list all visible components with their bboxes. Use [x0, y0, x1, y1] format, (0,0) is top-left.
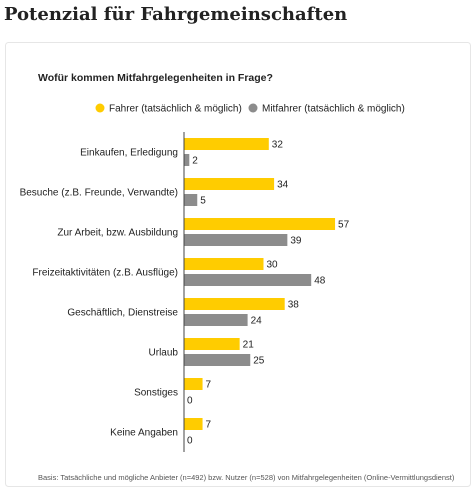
category-label: Freizeitaktivitäten (z.B. Ausflüge)	[32, 268, 178, 279]
bar	[184, 258, 264, 270]
bar	[184, 418, 203, 430]
bar	[184, 314, 248, 326]
bar	[184, 234, 288, 246]
category-label: Geschäftlich, Dienstreise	[67, 308, 178, 319]
value-label: 5	[200, 196, 206, 207]
legend-swatch	[95, 103, 105, 113]
value-label: 21	[243, 340, 255, 351]
legend-label: Fahrer (tatsächlich & möglich)	[109, 104, 242, 115]
bar	[184, 378, 203, 390]
value-label: 38	[288, 300, 300, 311]
value-label: 0	[187, 396, 193, 407]
value-label: 7	[206, 420, 212, 431]
bar	[184, 274, 312, 286]
value-label: 39	[290, 236, 302, 247]
value-label: 30	[267, 260, 279, 271]
bar	[184, 194, 198, 206]
value-label: 48	[314, 276, 326, 287]
value-label: 24	[251, 316, 263, 327]
chart-title: Potenzial für Fahrgemeinschaften	[4, 4, 347, 25]
value-label: 57	[338, 220, 350, 231]
value-label: 25	[253, 356, 265, 367]
bar	[184, 138, 269, 150]
bar	[184, 298, 285, 310]
chart-subtitle: Wofür kommen Mitfahrgelegenheiten in Fra…	[38, 72, 273, 84]
bar	[184, 218, 336, 230]
bar	[184, 154, 190, 166]
note: Basis: Tatsächliche und mögliche Anbiete…	[38, 473, 455, 482]
category-label: Besuche (z.B. Freunde, Verwandte)	[20, 188, 178, 199]
category-label: Einkaufen, Erledigung	[80, 148, 178, 159]
category-label: Urlaub	[149, 348, 179, 359]
bar	[184, 178, 275, 190]
value-label: 0	[187, 436, 193, 447]
value-label: 7	[206, 380, 212, 391]
category-label: Zur Arbeit, bzw. Ausbildung	[57, 228, 178, 239]
value-label: 2	[192, 156, 198, 167]
category-label: Keine Angaben	[110, 428, 178, 439]
category-label: Sonstiges	[134, 388, 178, 399]
bar	[184, 338, 240, 350]
value-label: 32	[272, 140, 284, 151]
legend-swatch	[248, 103, 258, 113]
bar	[184, 354, 251, 366]
legend-label: Mitfahrer (tatsächlich & möglich)	[262, 104, 405, 115]
value-label: 34	[277, 180, 289, 191]
